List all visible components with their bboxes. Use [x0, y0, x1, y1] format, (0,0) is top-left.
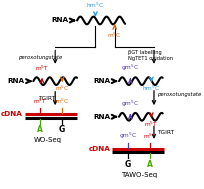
Text: G: G: [124, 160, 130, 169]
Text: peroxotungstate: peroxotungstate: [156, 92, 200, 97]
Text: m$^5$T: m$^5$T: [144, 120, 158, 129]
Text: G: G: [59, 125, 65, 134]
Text: RNA: RNA: [93, 114, 110, 120]
Text: RNA: RNA: [51, 17, 68, 23]
Text: peroxotungstate: peroxotungstate: [18, 55, 62, 60]
Text: A: A: [37, 125, 43, 134]
Text: TGIRT: TGIRT: [38, 96, 55, 101]
Text: WO-Seq: WO-Seq: [33, 137, 61, 143]
Text: RNA: RNA: [93, 78, 110, 84]
Text: gm$^5$C: gm$^5$C: [121, 99, 139, 109]
Text: m$^5$C: m$^5$C: [55, 97, 69, 106]
Text: gm$^5$C: gm$^5$C: [118, 131, 136, 141]
Text: m$^5$C: m$^5$C: [107, 31, 121, 40]
Text: m$^5$T: m$^5$T: [35, 64, 49, 74]
Text: hm$^5$C: hm$^5$C: [142, 84, 160, 93]
Text: m$^5$C: m$^5$C: [55, 84, 69, 93]
Text: hm$^5$C: hm$^5$C: [86, 1, 104, 10]
Text: gm$^5$C: gm$^5$C: [121, 63, 139, 74]
Text: m$^5$T: m$^5$T: [142, 132, 156, 141]
Text: cDNA: cDNA: [1, 111, 23, 117]
Text: TAWO-Seq: TAWO-Seq: [120, 172, 156, 178]
Text: A: A: [146, 160, 152, 169]
Text: m$^5$T: m$^5$T: [33, 97, 47, 106]
Text: TGIRT: TGIRT: [156, 130, 173, 135]
Text: RNA: RNA: [8, 78, 24, 84]
Text: βGT labelling
NgTET1 oxidation: βGT labelling NgTET1 oxidation: [127, 50, 172, 61]
Text: cDNA: cDNA: [88, 146, 110, 152]
